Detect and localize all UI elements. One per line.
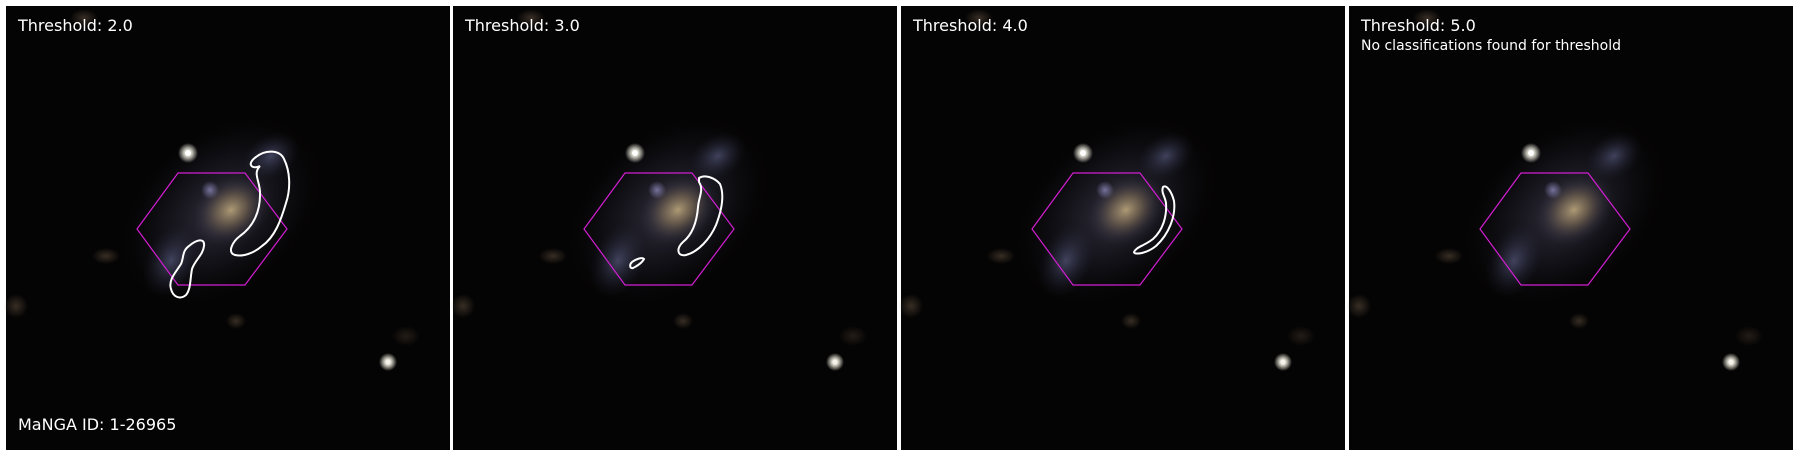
ifu-hexagon: [136, 172, 288, 286]
threshold-2-contour-a: [229, 150, 291, 257]
panel-threshold-5: Threshold: 5.0 No classifications found …: [1347, 6, 1793, 450]
threshold-2-contour-b: [169, 239, 206, 299]
panel-threshold-2: Threshold: 2.0 MaNGA ID: 1-26965: [4, 6, 450, 450]
manga-id-label: MaNGA ID: 1-26965: [18, 415, 176, 434]
threshold-4-contour-a: [1132, 185, 1176, 255]
panel-threshold-3: Threshold: 3.0: [451, 6, 897, 450]
ifu-hexagon: [1031, 172, 1183, 286]
galaxy-image: [4, 6, 450, 450]
threshold-label: Threshold: 4.0: [912, 16, 1028, 35]
galaxy-image: [899, 6, 1345, 450]
galaxy-image: [1347, 6, 1793, 450]
threshold-3-contour-b: [629, 257, 646, 270]
ifu-hexagon: [583, 172, 735, 286]
threshold-label: Threshold: 3.0: [464, 16, 580, 35]
threshold-3-contour-a: [677, 175, 724, 257]
ifu-hexagon: [1479, 172, 1631, 286]
threshold-label: Threshold: 5.0: [1360, 16, 1476, 35]
galaxy-image: [451, 6, 897, 450]
panel-threshold-4: Threshold: 4.0: [899, 6, 1345, 450]
status-message: No classifications found for threshold: [1361, 38, 1621, 54]
threshold-label: Threshold: 2.0: [17, 16, 133, 35]
